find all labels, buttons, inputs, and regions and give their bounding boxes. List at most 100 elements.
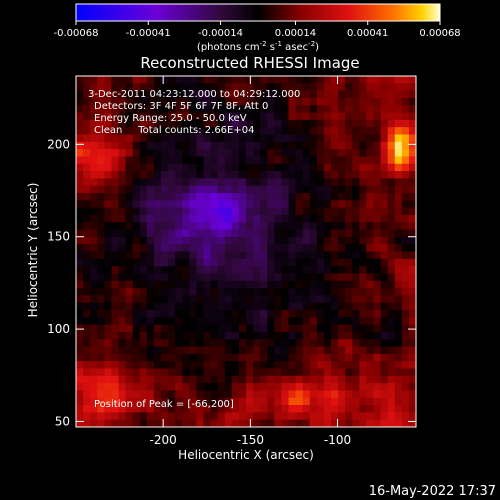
heatmap-cell: [359, 83, 367, 92]
heatmap-cell: [168, 346, 176, 355]
heatmap-cell: [246, 353, 254, 362]
heatmap-cell: [189, 229, 197, 238]
heatmap-cell: [125, 200, 134, 209]
heatmap-cell: [76, 310, 84, 318]
plot-frame: [75, 75, 417, 428]
heatmap-cell: [352, 266, 360, 274]
heatmap-cell: [196, 200, 204, 209]
heatmap-cell: [338, 383, 346, 391]
heatmap-cell: [267, 156, 275, 165]
heatmap-cell: [196, 251, 204, 260]
heatmap-cell: [83, 200, 91, 209]
heatmap-cell: [366, 383, 374, 391]
heatmap-cell: [274, 222, 282, 230]
heatmap-cell: [366, 331, 374, 340]
heatmap-cell: [394, 76, 403, 84]
heatmap-cell: [238, 405, 247, 413]
heatmap-cell: [224, 419, 233, 428]
heatmap-cell: [118, 280, 126, 289]
heatmap-cell: [387, 76, 396, 84]
colorbar: -0.00068 -0.00041 -0.00014 0.00014 0.00041 0.…: [54, 3, 461, 53]
heatmap-cell: [281, 331, 289, 340]
heatmap-cell: [217, 127, 226, 135]
heatmap-cell: [352, 185, 360, 194]
heatmap-cell: [90, 383, 98, 391]
heatmap-cell: [83, 266, 91, 274]
heatmap-cell: [302, 273, 311, 282]
heatmap-cell: [132, 397, 141, 406]
heatmap-cell: [132, 280, 141, 289]
heatmap-cell: [203, 258, 211, 267]
heatmap-cell: [316, 83, 325, 92]
heatmap-cell: [217, 361, 226, 369]
heatmap-cell: [274, 156, 282, 165]
heatmap-cell: [118, 251, 126, 260]
heatmap-cell: [203, 317, 211, 326]
heatmap-cell: [118, 97, 126, 106]
heatmap-cell: [352, 302, 360, 311]
heatmap-cell: [203, 383, 211, 391]
heatmap-cell: [281, 105, 289, 113]
heatmap-cell: [217, 134, 226, 143]
heatmap-cell: [380, 405, 389, 413]
heatmap-cell: [302, 90, 311, 99]
heatmap-cell: [295, 185, 304, 194]
heatmap-cell: [175, 273, 183, 282]
colorbar-gradient: [75, 3, 441, 22]
heatmap-cell: [359, 346, 367, 355]
heatmap-cell: [132, 368, 141, 377]
heatmap-cell: [281, 288, 289, 296]
heatmap-cell: [161, 317, 169, 326]
heatmap-cell: [408, 214, 417, 223]
heatmap-cell: [146, 76, 155, 84]
heatmap-cell: [401, 258, 410, 267]
heatmap-cell: [331, 266, 339, 274]
y-tick-label: 150: [47, 230, 70, 244]
heatmap-cell: [302, 171, 311, 179]
heatmap-cell: [118, 353, 126, 362]
heatmap-cell: [274, 317, 282, 326]
heatmap-cell: [295, 76, 304, 84]
heatmap-cell: [210, 412, 219, 421]
heatmap-cell: [246, 76, 254, 84]
heatmap-cell: [76, 112, 84, 121]
heatmap-cell: [161, 105, 169, 113]
heatmap-cell: [83, 383, 91, 391]
heatmap-cell: [76, 185, 84, 194]
heatmap-cell: [196, 273, 204, 282]
heatmap-cell: [203, 339, 211, 347]
heatmap-cell: [104, 258, 112, 267]
heatmap-cell: [338, 412, 346, 421]
heatmap-cell: [175, 141, 183, 150]
heatmap-cell: [203, 346, 211, 355]
heatmap-cell: [309, 134, 318, 143]
heatmap-cell: [267, 251, 275, 260]
heatmap-cell: [210, 361, 219, 369]
heatmap-cell: [125, 361, 134, 369]
heatmap-cell: [83, 112, 91, 121]
heatmap-cell: [118, 288, 126, 296]
heatmap-cell: [196, 105, 204, 113]
heatmap-cell: [408, 302, 417, 311]
heatmap-cell: [196, 405, 204, 413]
heatmap-cell: [302, 346, 311, 355]
heatmap-cell: [182, 251, 190, 260]
heatmap-cell: [345, 207, 353, 216]
heatmap-cell: [182, 331, 190, 340]
heatmap-cell: [146, 412, 155, 421]
heatmap-cell: [196, 339, 204, 347]
heatmap-cell: [238, 383, 247, 391]
heatmap-cell: [153, 244, 162, 252]
heatmap-cell: [323, 76, 332, 84]
heatmap-cell: [125, 383, 134, 391]
heatmap-cell: [359, 324, 367, 333]
heatmap-cell: [182, 83, 190, 92]
heatmap-cell: [246, 90, 254, 99]
heatmap-cell: [246, 222, 254, 230]
heatmap-cell: [260, 112, 268, 121]
heatmap-cell: [323, 346, 332, 355]
heatmap-cell: [394, 105, 403, 113]
heatmap-cell: [267, 83, 275, 92]
heatmap-cell: [168, 405, 176, 413]
heatmap-cell: [295, 112, 304, 121]
